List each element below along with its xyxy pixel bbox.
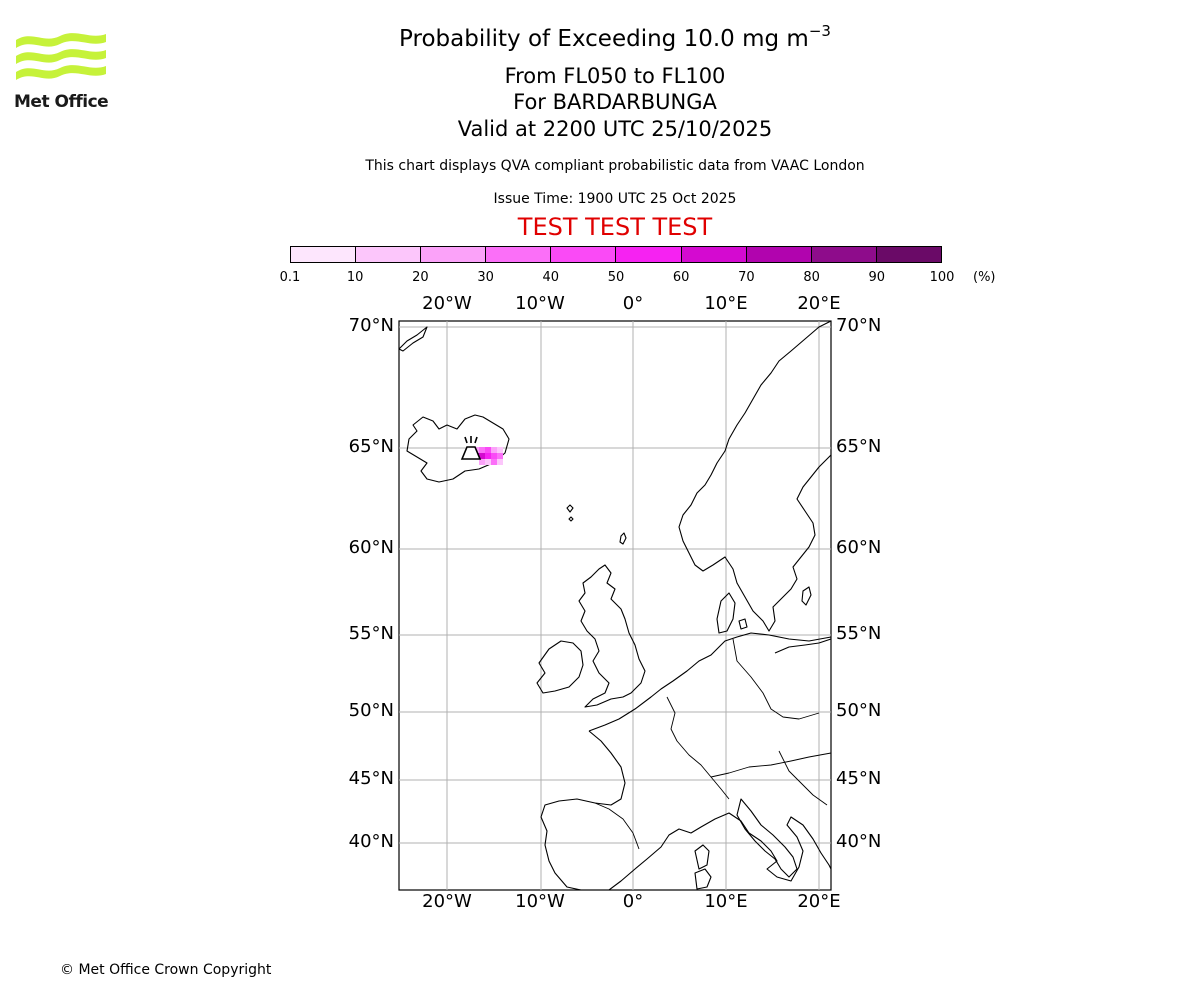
border-france-spain	[594, 802, 640, 850]
border-balkans	[778, 750, 828, 806]
gotland	[801, 586, 812, 606]
copyright-notice: © Met Office Crown Copyright	[60, 962, 272, 978]
latitude-label: 50°N	[836, 700, 882, 721]
colorbar-segment	[810, 247, 876, 262]
colorbar-segment	[291, 247, 356, 262]
baltic-coast	[774, 638, 832, 654]
iceland-coast	[406, 414, 510, 483]
colorbar-segment	[355, 247, 421, 262]
north-sea-coast	[588, 632, 832, 732]
colorbar-tick-label: 60	[672, 270, 690, 285]
latitude-label: 50°N	[348, 700, 394, 721]
latitude-label: 45°N	[348, 768, 394, 789]
border-france-germany	[666, 696, 730, 800]
colorbar-segment	[875, 247, 941, 262]
volcano-name: For BARDARBUNGA	[513, 90, 717, 114]
longitude-label: 20°W	[422, 891, 472, 912]
longitude-label: 10°W	[515, 293, 565, 314]
colorbar-tick-label: 10	[346, 270, 364, 285]
longitude-label: 20°E	[797, 293, 841, 314]
colorbar-unit: (%)	[973, 270, 996, 285]
colorbar-tick-label: 100	[929, 270, 955, 285]
longitude-label: 0°	[622, 891, 644, 912]
colorbar-tick-label: 80	[803, 270, 820, 285]
border-alps	[710, 752, 832, 778]
latitude-label: 55°N	[836, 623, 882, 644]
met-office-logo-icon	[16, 33, 106, 80]
europe-map	[398, 320, 832, 891]
longitude-label: 20°W	[422, 293, 472, 314]
colorbar-tick-label: 50	[607, 270, 625, 285]
graticule	[399, 321, 831, 890]
colorbar-tick-label: 0.1	[279, 270, 301, 285]
colorbar-segment	[485, 247, 551, 262]
colorbar-segment	[420, 247, 486, 262]
corsica	[694, 844, 710, 870]
flight-level-range: From FL050 to FL100	[504, 64, 726, 88]
probability-colorbar	[290, 246, 942, 263]
great-britain-coast	[578, 564, 646, 708]
colorbar-tick-label: 30	[477, 270, 494, 285]
colorbar-segment	[615, 247, 681, 262]
border-germany-poland	[732, 638, 820, 720]
colorbar-tick-label: 90	[868, 270, 886, 285]
issue-time: Issue Time: 1900 UTC 25 Oct 2025	[493, 191, 737, 207]
italy-coast	[736, 798, 798, 878]
longitude-label: 10°E	[704, 293, 748, 314]
colorbar-segment	[680, 247, 746, 262]
colorbar-tick-label: 20	[412, 270, 429, 285]
volcano-icon	[460, 436, 482, 460]
chart-description: This chart displays QVA compliant probab…	[365, 158, 865, 174]
logo-wordmark: Met Office	[14, 92, 109, 112]
atlantic-coast	[540, 730, 626, 891]
faroe-islands	[566, 504, 574, 522]
colorbar-tick-label: 70	[738, 270, 755, 285]
latitude-label: 70°N	[836, 315, 882, 336]
colorbar-tick-label: 40	[542, 270, 560, 285]
longitude-label: 0°	[622, 293, 644, 314]
latitude-label: 65°N	[836, 436, 882, 457]
shetland	[619, 532, 627, 545]
latitude-label: 60°N	[348, 537, 394, 558]
longitude-label: 20°E	[797, 891, 841, 912]
sardinia	[694, 868, 712, 890]
map-frame	[398, 320, 832, 891]
chart-title: Probability of Exceeding 10.0 mg m−3	[399, 22, 831, 52]
longitude-label: 10°W	[515, 891, 565, 912]
colorbar-segment	[745, 247, 811, 262]
latitude-label: 70°N	[348, 315, 394, 336]
test-banner: TEST TEST TEST	[517, 213, 713, 241]
latitude-label: 60°N	[836, 537, 882, 558]
longitude-label: 10°E	[704, 891, 748, 912]
denmark-coast	[716, 592, 748, 634]
mediterranean-coast	[608, 812, 832, 891]
latitude-label: 65°N	[348, 436, 394, 457]
latitude-label: 55°N	[348, 623, 394, 644]
latitude-label: 45°N	[836, 768, 882, 789]
title-exponent: −3	[808, 22, 831, 40]
latitude-label: 40°N	[836, 831, 882, 852]
coastlines	[398, 320, 832, 891]
scandinavia-coast	[678, 320, 832, 632]
latitude-label: 40°N	[348, 831, 394, 852]
valid-time: Valid at 2200 UTC 25/10/2025	[457, 117, 773, 141]
greenland-coast	[398, 326, 428, 352]
colorbar-segment	[550, 247, 616, 262]
ireland-coast	[536, 640, 584, 694]
